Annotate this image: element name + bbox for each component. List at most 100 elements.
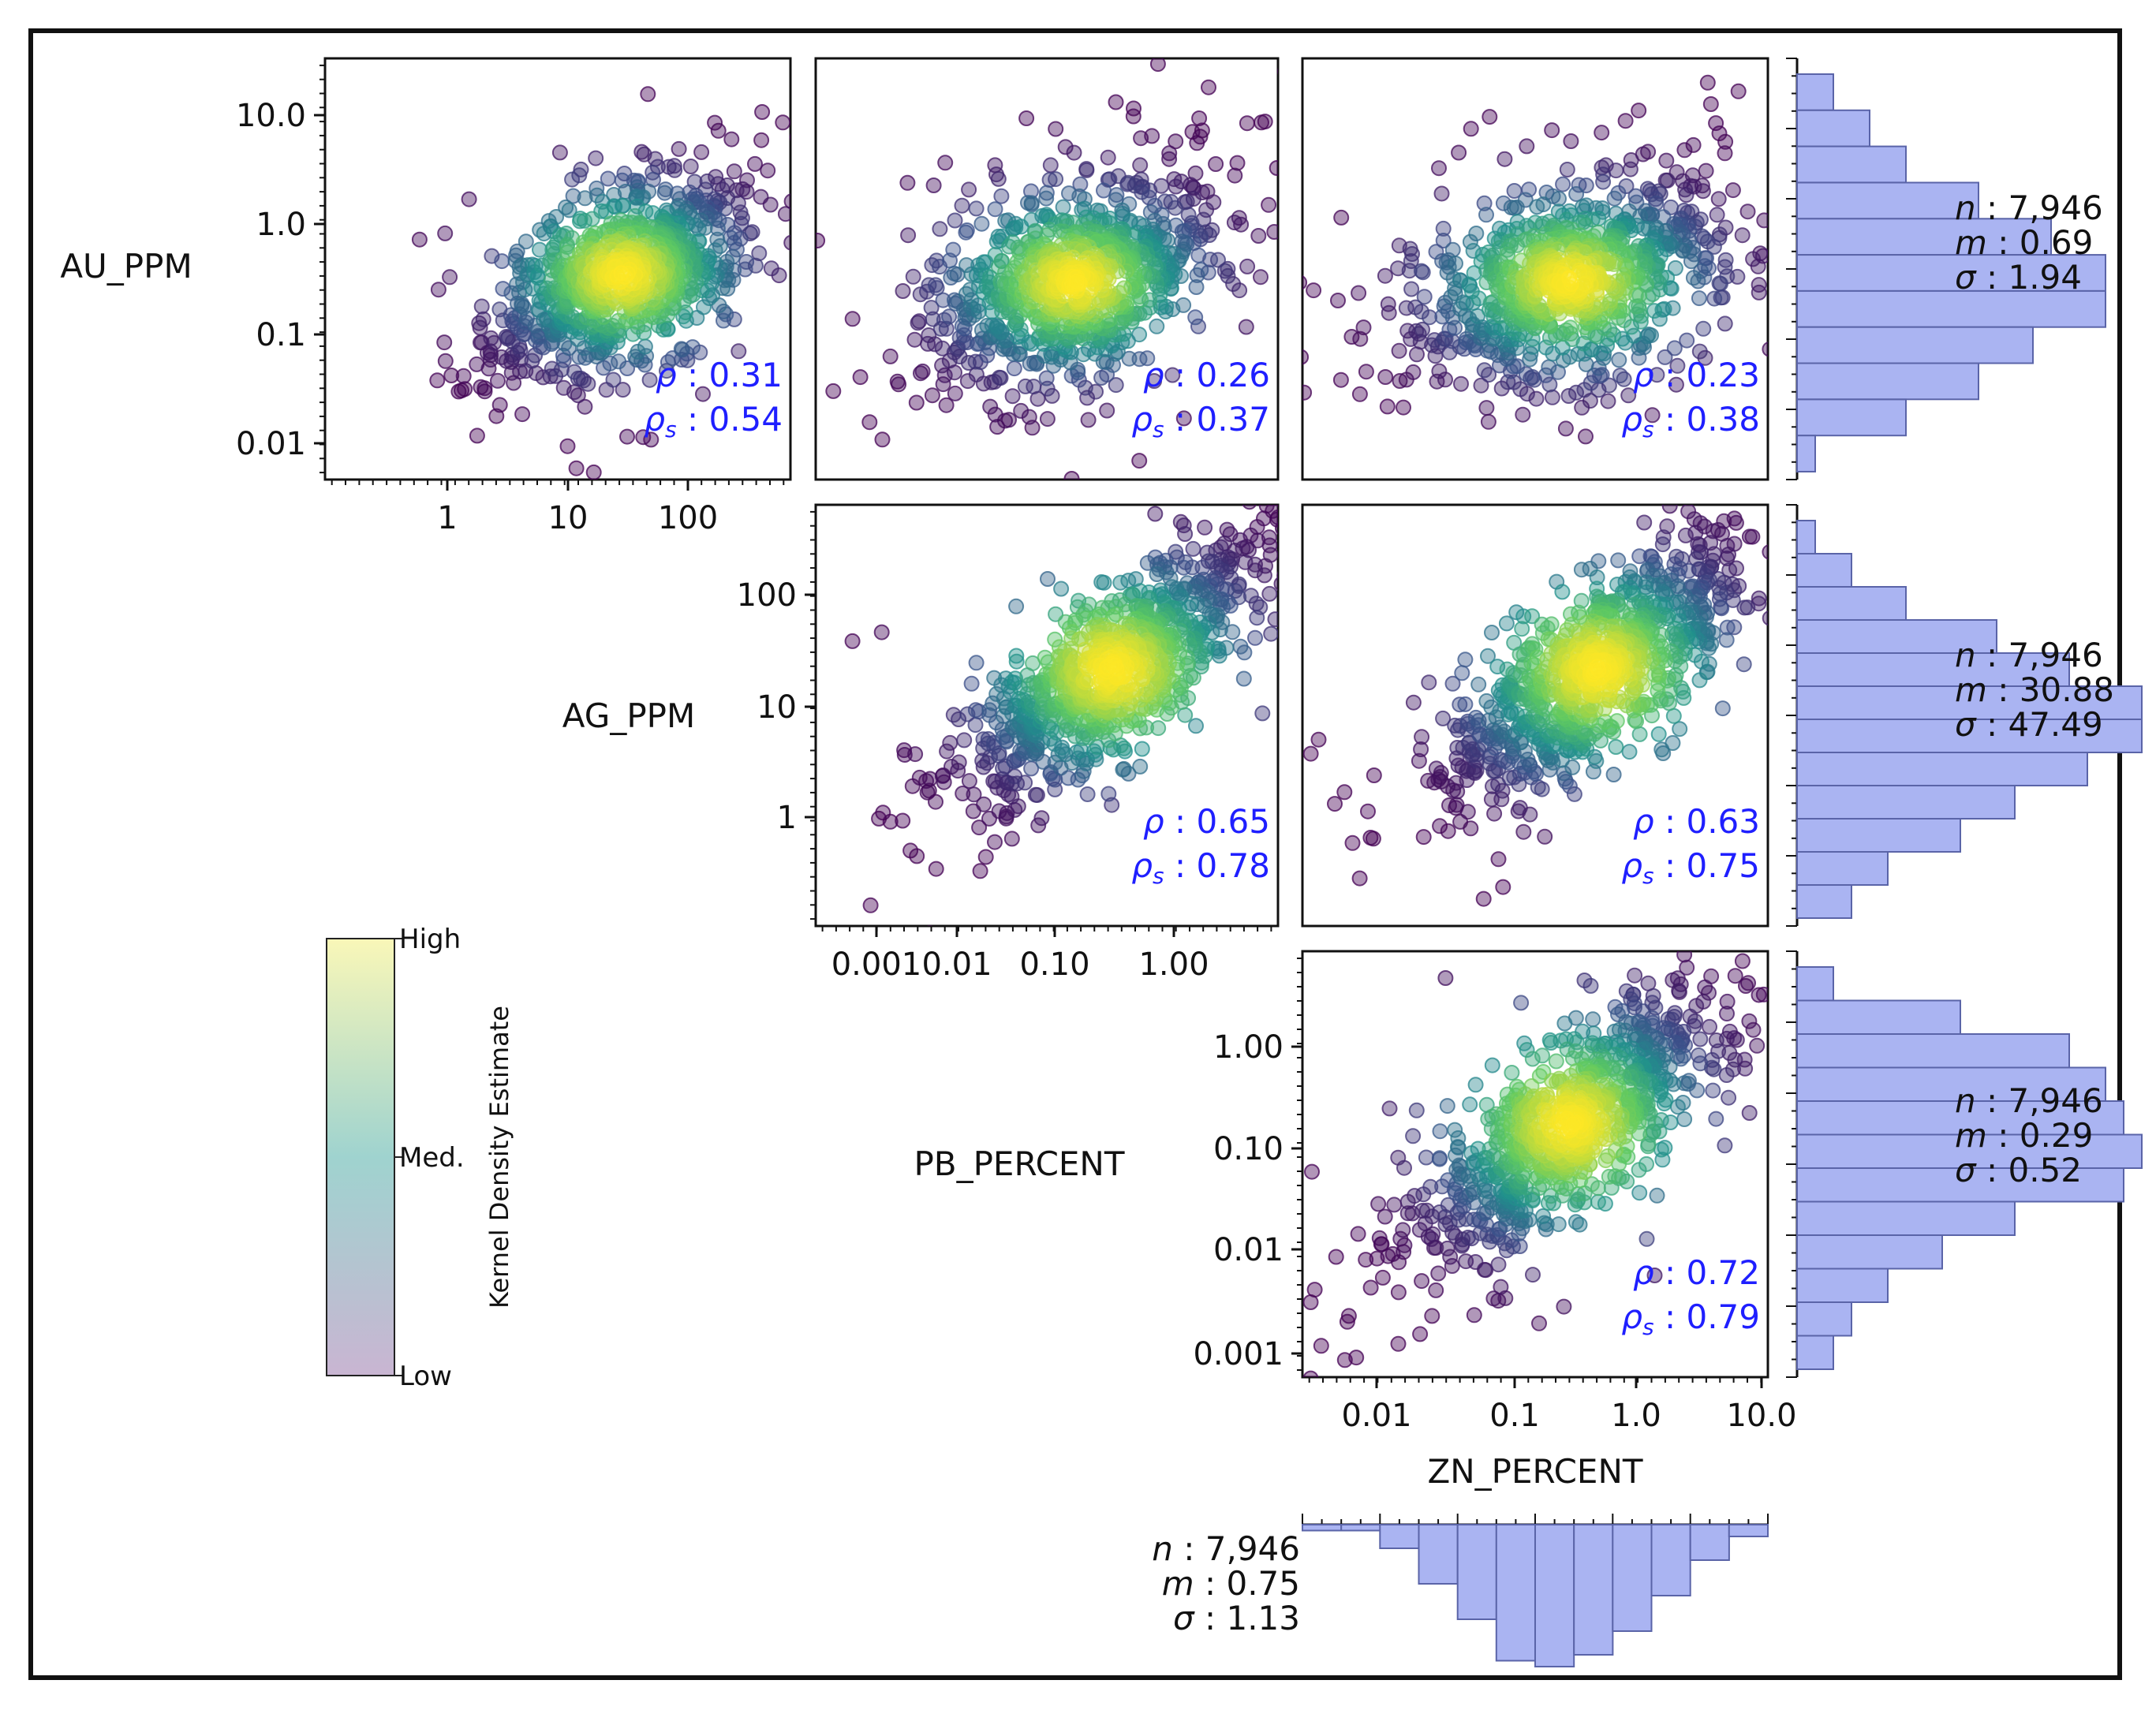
y-tick-label: 0.01 (236, 426, 306, 462)
scatter-point (1699, 74, 1716, 91)
scatter-point (1514, 621, 1530, 637)
scatter-point (1283, 544, 1297, 558)
scatter-point (1677, 527, 1694, 543)
scatter-point (954, 197, 970, 214)
scatter-point (1099, 402, 1115, 419)
scatter-point (1263, 625, 1278, 642)
scatter-point (1480, 413, 1496, 430)
scatter-point (1146, 373, 1163, 389)
scatter-point (1190, 318, 1206, 334)
scatter-point (1606, 190, 1623, 207)
scatter-point (1038, 484, 1052, 498)
scatter-point (947, 212, 963, 229)
scatter-point (1277, 562, 1278, 566)
scatter-point (734, 210, 750, 226)
scatter-point (1453, 375, 1469, 392)
scatter-point (1149, 566, 1165, 582)
scatter-point (1709, 207, 1725, 223)
scatter-point (605, 371, 622, 388)
scatter-point (777, 206, 790, 222)
scatter-point (947, 385, 963, 401)
scatter-point (1366, 767, 1382, 783)
scatter-point (1004, 388, 1021, 405)
scatter-point (862, 897, 879, 913)
scatter-point (1457, 696, 1474, 712)
scatter-point (1770, 166, 1784, 180)
scatter-point (1711, 275, 1728, 292)
scatter-point (726, 163, 742, 180)
scatter-point (1557, 420, 1574, 437)
scatter-point (1362, 1279, 1379, 1296)
scatter-point (951, 754, 967, 771)
scatter-point (494, 253, 510, 270)
scatter-point (1431, 160, 1447, 177)
scatter-point (1551, 190, 1567, 207)
scatter-point (1631, 726, 1648, 742)
scatter-point (1074, 202, 1090, 218)
scatter-point (1745, 251, 1762, 267)
scatter-point (1415, 829, 1432, 846)
scatter-point (1175, 559, 1192, 576)
scatter-point (1676, 142, 1693, 159)
scatter-point (1177, 526, 1194, 542)
scatter-point (1306, 282, 1322, 299)
scatter-point (1013, 402, 1029, 419)
scatter-point (1310, 731, 1327, 748)
scatter-point (555, 379, 572, 396)
scatter-point (483, 330, 499, 346)
scatter-point (807, 1055, 821, 1070)
scatter-point (611, 353, 627, 370)
scatter-point (929, 280, 945, 297)
scatter-point (1576, 276, 1593, 293)
scatter-point (745, 523, 760, 537)
scatter-point (1779, 510, 1793, 524)
scatter-point (1017, 378, 1033, 394)
scatter-point (1096, 574, 1112, 591)
row-label-au-ppm: AU_PPM (60, 247, 192, 286)
spearman-annotation: ρs : 0.54 (644, 400, 783, 442)
scatter-point (1227, 167, 1243, 184)
scatter-point (514, 406, 531, 423)
scatter-point (1529, 199, 1545, 215)
scatter-point (1274, 521, 1278, 535)
scatter-point (1188, 718, 1204, 734)
y-tick-label: 10.0 (236, 98, 306, 134)
x-axis-label-zn-percent: ZN_PERCENT (1427, 1452, 1642, 1491)
pearson-annotation: ρ : 0.63 (1633, 802, 1760, 841)
scatter-point (600, 170, 616, 187)
scatter-point (1161, 145, 1178, 162)
scatter-point (1495, 879, 1511, 895)
scatter-point (1665, 708, 1682, 724)
scatter-point (1405, 364, 1422, 380)
scatter-point (1654, 536, 1671, 553)
scatter-point (988, 317, 1005, 334)
scatter-point (656, 185, 673, 201)
scatter-point (1736, 656, 1752, 673)
scatter-point (1216, 263, 1233, 279)
scatter-point (1149, 318, 1165, 334)
scatter-point (1242, 505, 1257, 510)
scatter-point (1100, 149, 1116, 166)
scatter-point (1611, 352, 1627, 368)
scatter-point (775, 114, 790, 131)
scatter-point (1365, 831, 1381, 847)
scatter-point (1608, 162, 1624, 179)
scatter-point (973, 215, 990, 232)
scatter-point (730, 343, 747, 360)
scatter-point (1198, 202, 1215, 218)
scatter-point (1306, 1282, 1323, 1298)
scatter-point (795, 837, 809, 851)
scatter-point (1048, 121, 1064, 137)
scatter-point (1250, 228, 1267, 244)
scatter-point (968, 200, 985, 217)
scatter-point (495, 281, 511, 297)
scatter-point (490, 372, 506, 389)
scatter-point (958, 224, 974, 241)
scatter-point (606, 187, 622, 203)
scatter-point (1751, 987, 1767, 1003)
row-label-ag-ppm: AG_PPM (562, 696, 695, 735)
scatter-point (633, 144, 650, 160)
scatter-point (1490, 851, 1507, 868)
scatter-point (993, 188, 1010, 204)
scatter-point (1448, 256, 1463, 271)
